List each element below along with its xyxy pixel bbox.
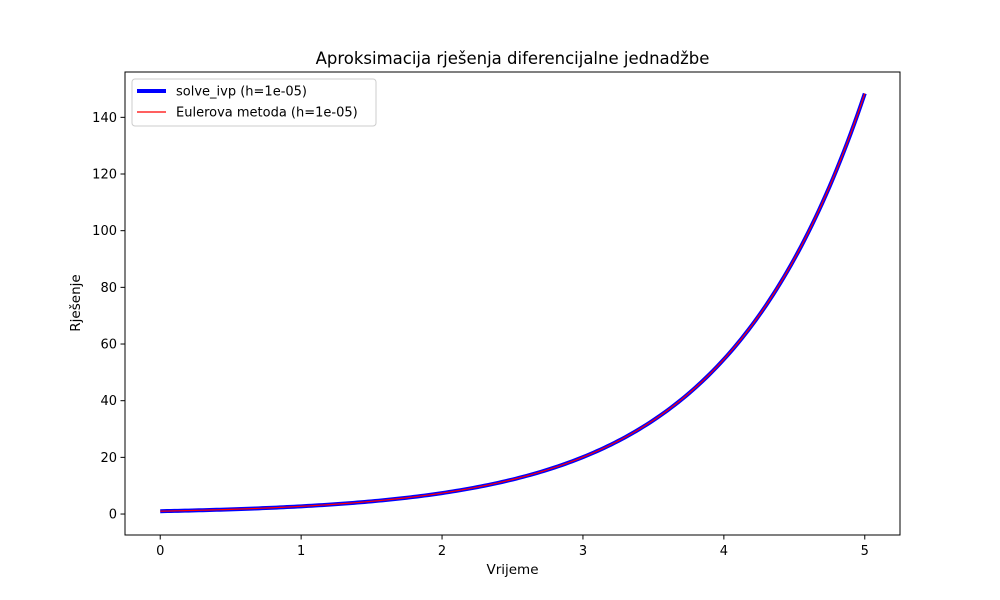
- y-tick-label-4: 80: [100, 281, 117, 296]
- y-tick-label-7: 140: [92, 111, 117, 126]
- y-tick-label-3: 60: [100, 338, 117, 353]
- legend-box: [131, 78, 377, 127]
- plot-area: [124, 71, 901, 536]
- x-axis: 0 1 2 3 4 5: [156, 535, 869, 559]
- x-tick-label-4: 4: [720, 544, 728, 559]
- y-tick-label-1: 20: [100, 451, 117, 466]
- x-axis-label: Vrijeme: [486, 562, 538, 578]
- legend: solve_ivp (h=1e-05) Eulerova metoda (h=1e…: [131, 78, 377, 127]
- x-tick-label-5: 5: [861, 544, 869, 559]
- y-axis: 0 20 40 60 80 100 120 140: [92, 111, 125, 523]
- plot-frame: [124, 71, 901, 536]
- series-line-1: [160, 93, 866, 512]
- x-tick-label-2: 2: [438, 544, 446, 559]
- y-tick-label-6: 120: [92, 168, 117, 183]
- chart-title: Aproksimacija rješenja diferencijalne je…: [316, 49, 710, 68]
- y-tick-label-2: 40: [100, 394, 117, 409]
- y-tick-label-0: 0: [109, 508, 117, 523]
- legend-label-1: Eulerova metoda (h=1e-05): [176, 106, 358, 121]
- y-tick-label-5: 100: [92, 224, 117, 239]
- x-tick-label-0: 0: [156, 544, 164, 559]
- x-tick-label-1: 1: [297, 544, 305, 559]
- legend-label-0: solve_ivp (h=1e-05): [176, 85, 307, 100]
- x-tick-label-3: 3: [579, 544, 587, 559]
- y-axis-label: Rješenje: [68, 274, 84, 331]
